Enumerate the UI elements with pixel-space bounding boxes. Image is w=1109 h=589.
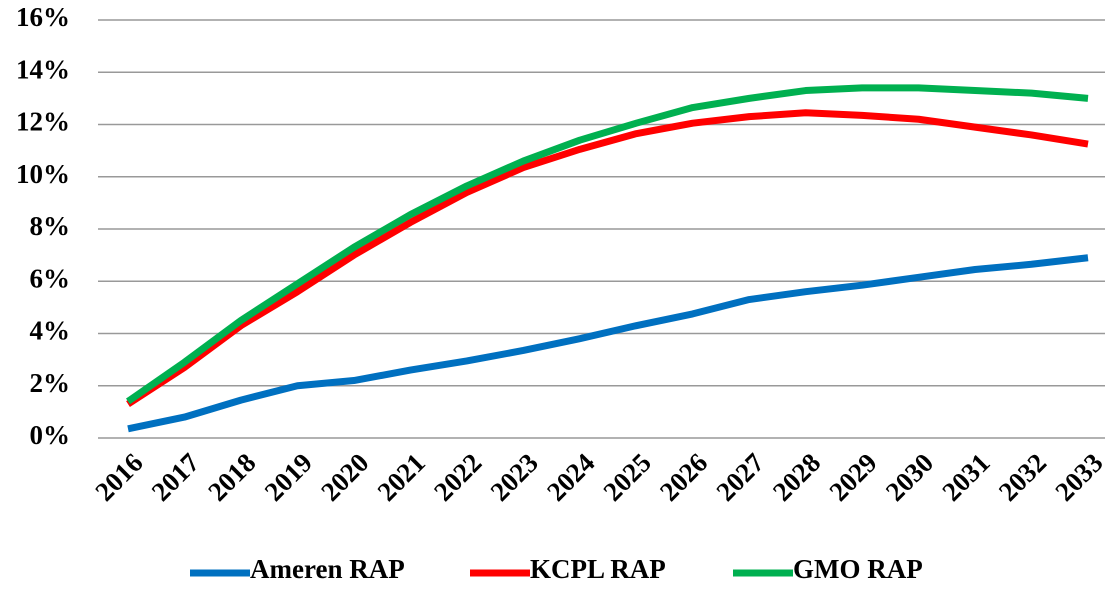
x-tick-label: 2026 bbox=[654, 447, 713, 506]
x-tick-label: 2029 bbox=[823, 447, 882, 506]
line-series bbox=[126, 84, 1089, 405]
y-tick-label: 4% bbox=[30, 316, 71, 346]
y-tick-label: 16% bbox=[16, 2, 70, 32]
x-tick-label: 2031 bbox=[936, 447, 995, 506]
line-series bbox=[126, 109, 1089, 407]
x-tick-label: 2027 bbox=[710, 447, 769, 506]
x-tick-label: 2028 bbox=[767, 447, 826, 506]
x-tick-label: 2021 bbox=[372, 447, 431, 506]
y-tick-label: 14% bbox=[16, 54, 70, 84]
x-tick-label: 2016 bbox=[89, 447, 148, 506]
line-series bbox=[127, 254, 1089, 433]
x-tick-label: 2032 bbox=[993, 447, 1052, 506]
x-tick-label: 2022 bbox=[428, 447, 487, 506]
y-tick-label: 10% bbox=[16, 159, 70, 189]
legend-label: KCPL RAP bbox=[530, 554, 666, 584]
x-tick-label: 2020 bbox=[315, 447, 374, 506]
y-tick-label: 6% bbox=[30, 263, 71, 293]
x-tick-label: 2023 bbox=[485, 447, 544, 506]
y-tick-label: 2% bbox=[30, 368, 71, 398]
x-tick-label: 2025 bbox=[597, 447, 656, 506]
x-tick-label: 2033 bbox=[1049, 447, 1108, 506]
legend-label: Ameren RAP bbox=[250, 554, 405, 584]
x-tick-label: 2017 bbox=[146, 447, 205, 506]
x-tick-label: 2024 bbox=[541, 447, 600, 506]
y-tick-label: 8% bbox=[30, 211, 71, 241]
y-tick-label: 0% bbox=[30, 420, 71, 450]
legend-label: GMO RAP bbox=[793, 554, 923, 584]
x-tick-label: 2030 bbox=[880, 447, 939, 506]
x-tick-label: 2018 bbox=[202, 447, 261, 506]
x-tick-label: 2019 bbox=[259, 447, 318, 506]
y-tick-label: 12% bbox=[16, 107, 70, 137]
